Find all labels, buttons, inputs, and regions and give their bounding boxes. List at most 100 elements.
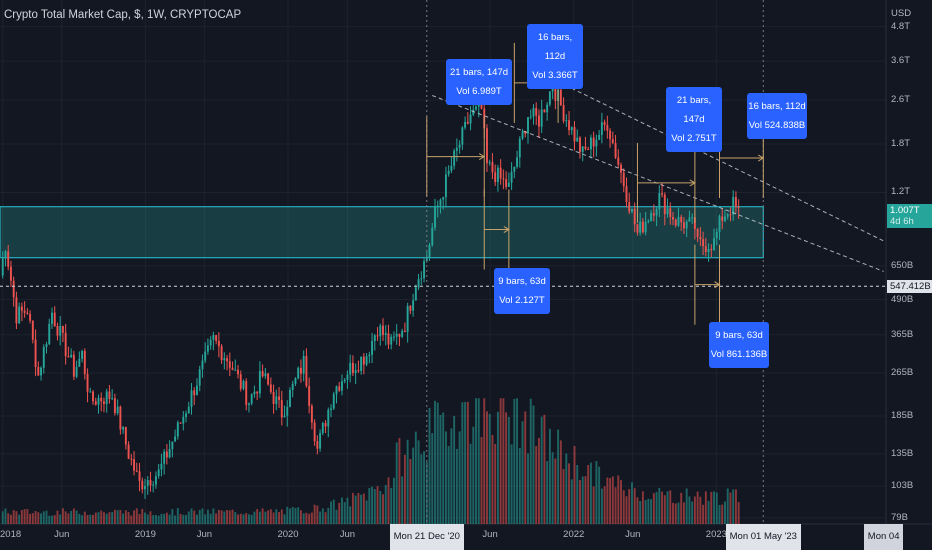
volume-bar <box>603 486 606 524</box>
candle-body <box>392 336 395 338</box>
candle-body <box>570 127 573 131</box>
volume-bar <box>220 510 223 524</box>
volume-bar <box>732 489 735 524</box>
candle-body <box>144 485 146 490</box>
time-tick: 2022 <box>563 529 585 540</box>
volume-bar <box>562 469 565 524</box>
candle-body <box>518 138 521 158</box>
volume-bar <box>464 401 467 524</box>
candle-body <box>168 448 171 458</box>
candle-body <box>625 186 628 203</box>
candle-body <box>721 216 724 221</box>
volume-bar <box>89 514 92 524</box>
candle-body <box>699 236 702 240</box>
candle-body <box>187 406 190 414</box>
volume-bar <box>581 476 584 524</box>
price-tick: 265B <box>891 367 914 379</box>
volume-bar <box>570 479 573 524</box>
candle-body <box>31 320 34 340</box>
volume-bar <box>130 515 133 524</box>
candle-body <box>387 333 390 345</box>
volume-bar <box>103 512 105 524</box>
candle-body <box>647 220 650 222</box>
volume-bar <box>330 501 332 524</box>
volume-bar <box>737 502 740 524</box>
candle-body <box>376 335 379 337</box>
volume-bar <box>152 515 155 524</box>
price-tick: 490B <box>891 293 914 305</box>
candle-body <box>617 157 620 165</box>
volume-bar <box>239 513 242 524</box>
volume-bar <box>122 513 125 524</box>
volume-bar <box>12 510 15 524</box>
volume-bar <box>354 495 357 524</box>
candle-body <box>532 107 535 117</box>
candle-body <box>373 335 376 342</box>
candle-body <box>261 371 264 377</box>
volume-bar <box>617 475 620 524</box>
candle-body <box>179 422 182 424</box>
volume-bar <box>48 515 51 524</box>
volume-bar <box>420 454 423 524</box>
candle-body <box>412 300 415 311</box>
support-zone <box>0 206 764 259</box>
volume-bar <box>406 439 409 524</box>
volume-bar <box>423 451 426 524</box>
time-tick: Jun <box>54 529 70 540</box>
volume-bar <box>61 508 64 524</box>
measure-bars: 21 bars, 147d <box>676 95 712 125</box>
candle-body <box>444 174 447 198</box>
candle-body <box>272 392 275 404</box>
volume-bar <box>53 515 56 524</box>
candle-body <box>543 109 546 113</box>
candle-body <box>704 246 707 252</box>
volume-bar <box>579 480 581 524</box>
volume-bar <box>196 514 198 524</box>
price-tick: 2.6T <box>891 93 911 105</box>
measure-volume: Vol 2.127T <box>499 295 545 306</box>
time-flag: Mon 04 <box>863 524 904 550</box>
volume-bar <box>365 500 368 524</box>
volume-bar <box>661 491 664 524</box>
candle-body <box>335 386 338 395</box>
volume-bar <box>537 437 540 524</box>
candle-body <box>258 371 261 394</box>
volume-bar <box>59 514 62 524</box>
candle-body <box>715 232 718 239</box>
volume-bar <box>450 428 453 524</box>
candle-body <box>521 131 524 139</box>
volume-bar <box>149 511 152 524</box>
candle-body <box>324 423 327 427</box>
volume-bar <box>480 437 483 524</box>
candle-body <box>15 297 18 324</box>
volume-bar <box>592 486 595 524</box>
candle-body <box>589 137 592 150</box>
candle-body <box>319 433 322 449</box>
candle-body <box>417 279 420 288</box>
volume-bar <box>78 513 81 524</box>
candle-body <box>321 423 324 434</box>
volume-bar <box>190 508 193 524</box>
volume-bar <box>206 509 209 524</box>
volume-bar <box>674 503 677 524</box>
candle-body <box>507 182 510 187</box>
volume-bar <box>228 510 231 524</box>
candle-body <box>469 114 472 124</box>
candle-body <box>502 178 505 180</box>
time-tick: Jun <box>482 529 498 540</box>
volume-bar <box>475 398 477 524</box>
volume-bar <box>584 476 587 524</box>
volume-bar <box>1 511 4 524</box>
candle-body <box>234 369 237 371</box>
volume-bar <box>680 492 683 524</box>
volume-bar <box>609 477 612 524</box>
measure-arrow <box>714 281 721 289</box>
volume-bar <box>373 489 376 524</box>
candle-body <box>663 194 666 215</box>
volume-bar <box>338 502 341 524</box>
volume-bar <box>160 513 163 524</box>
volume-bar <box>138 513 141 524</box>
time-flag: Mon 01 May '23 <box>725 524 801 550</box>
volume-bar <box>64 511 67 524</box>
